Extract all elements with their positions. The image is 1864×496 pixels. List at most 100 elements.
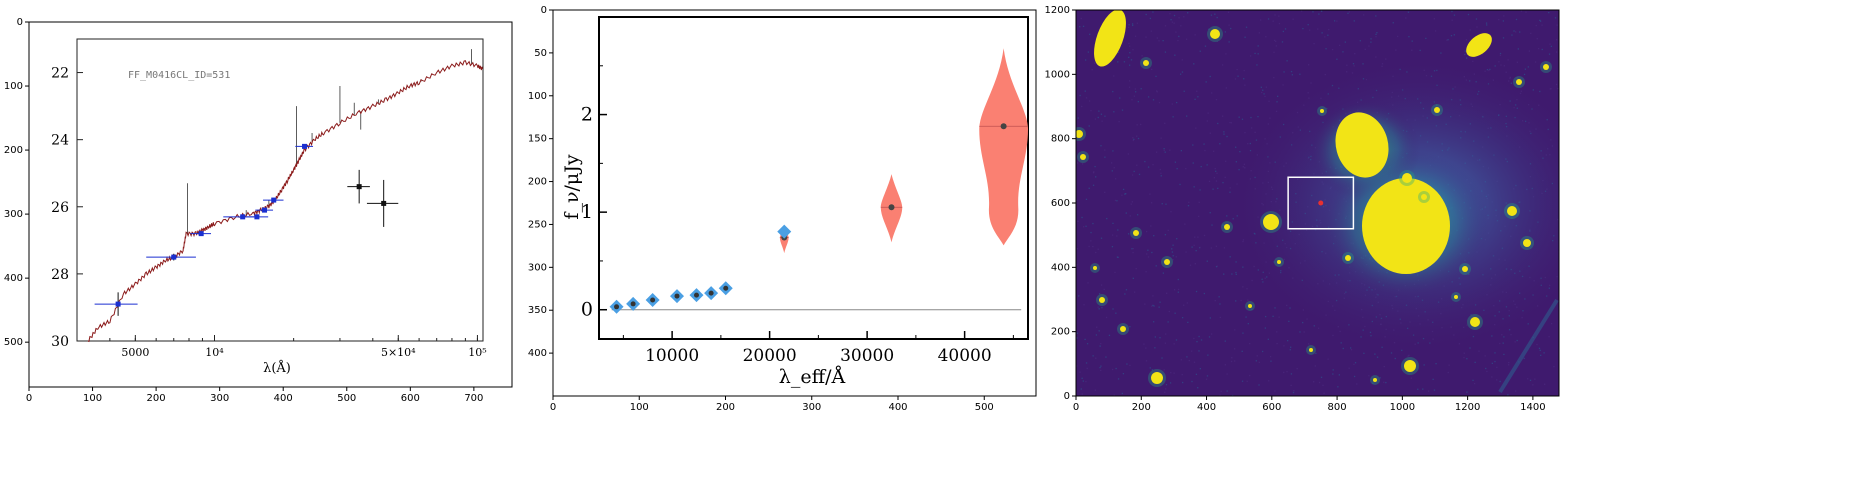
noise-pixel xyxy=(1206,164,1208,166)
noise-pixel xyxy=(1275,40,1277,42)
right-panel: 0 200 400 600 800 1000 1200 1400 0 200 400 600 800 1… xyxy=(1045,5,1560,413)
source-core xyxy=(1210,29,1220,39)
noise-pixel xyxy=(1322,384,1324,387)
right-y-tick-label: 0 xyxy=(1064,391,1070,402)
noise-pixel xyxy=(1116,235,1118,237)
noise-pixel xyxy=(1159,301,1161,303)
noise-pixel xyxy=(1177,278,1179,281)
noise-pixel xyxy=(1195,250,1197,252)
noise-pixel xyxy=(1114,271,1116,274)
source-core xyxy=(1516,79,1522,85)
noise-pixel xyxy=(1519,31,1521,33)
noise-pixel xyxy=(1180,25,1182,27)
noise-pixel xyxy=(1129,326,1131,328)
noise-pixel xyxy=(1150,225,1152,227)
noise-pixel xyxy=(1076,162,1079,164)
noise-pixel xyxy=(1368,375,1370,377)
noise-pixel xyxy=(1328,28,1330,31)
noise-pixel xyxy=(1088,125,1090,127)
embedded-object-label: FF_M0416CL_ID=531 xyxy=(128,70,230,81)
noise-pixel xyxy=(1128,56,1130,59)
noise-pixel xyxy=(1273,39,1276,42)
noise-pixel xyxy=(1383,381,1385,383)
noise-pixel xyxy=(1275,45,1278,47)
noise-pixel xyxy=(1149,367,1151,369)
observed-diamond xyxy=(645,292,660,307)
noise-pixel xyxy=(1324,36,1326,38)
noise-pixel xyxy=(1496,379,1498,381)
noise-pixel xyxy=(1290,70,1293,73)
noise-pixel xyxy=(1327,34,1329,36)
noise-pixel xyxy=(1321,10,1323,12)
noise-pixel xyxy=(1235,300,1237,302)
noise-pixel xyxy=(1314,365,1316,367)
noise-pixel xyxy=(1173,289,1176,291)
noise-pixel xyxy=(1278,15,1280,17)
noise-pixel xyxy=(1494,352,1496,354)
noise-pixel xyxy=(1284,28,1287,30)
noise-pixel xyxy=(1079,26,1081,28)
noise-pixel xyxy=(1162,272,1165,274)
noise-pixel xyxy=(1242,332,1244,334)
noise-pixel xyxy=(1308,343,1310,345)
noise-pixel xyxy=(1164,122,1166,124)
noise-pixel xyxy=(1128,80,1131,82)
noise-pixel xyxy=(1451,10,1453,13)
noise-pixel xyxy=(1257,115,1259,118)
noise-pixel xyxy=(1211,224,1213,226)
noise-pixel xyxy=(1227,11,1230,13)
noise-pixel xyxy=(1245,316,1247,318)
inner-y-tick-label: 1 xyxy=(581,201,593,223)
noise-pixel xyxy=(1407,11,1410,13)
noise-pixel xyxy=(1198,215,1200,218)
noise-pixel xyxy=(1465,39,1468,41)
noise-pixel xyxy=(1172,116,1174,118)
noise-pixel xyxy=(1132,24,1134,27)
noise-pixel xyxy=(1100,113,1103,115)
middle-y-tick-label: 250 xyxy=(528,219,547,230)
noise-pixel xyxy=(1453,34,1455,36)
noise-pixel xyxy=(1229,256,1231,258)
noise-pixel xyxy=(1313,381,1315,383)
source-core xyxy=(1309,348,1313,352)
noise-pixel xyxy=(1208,180,1211,183)
photometry-point xyxy=(263,197,284,203)
noise-pixel xyxy=(1185,115,1188,117)
noise-pixel xyxy=(1302,27,1304,30)
noise-pixel xyxy=(1137,137,1140,140)
noise-pixel xyxy=(1136,164,1138,166)
noise-pixel xyxy=(1231,273,1233,275)
noise-pixel xyxy=(1134,35,1137,37)
inner-y-tick-label: 0 xyxy=(581,299,593,321)
noise-pixel xyxy=(1485,22,1488,24)
model-dot xyxy=(674,293,680,299)
noise-pixel xyxy=(1152,304,1154,307)
noise-pixel xyxy=(1081,105,1083,108)
middle-x-tick-label: 300 xyxy=(802,402,821,413)
middle-y-ticks: 0 50 100 150 200 250 300 350 400 xyxy=(528,5,553,359)
noise-pixel xyxy=(1446,39,1448,41)
embedded-x-axis-label: λ(Å) xyxy=(263,360,291,376)
noise-pixel xyxy=(1550,45,1553,48)
source-core xyxy=(1143,60,1149,66)
noise-pixel xyxy=(1548,11,1550,14)
noise-pixel xyxy=(1099,345,1101,347)
inner-y-ticks: 0 1 2 xyxy=(581,65,607,321)
noise-pixel xyxy=(1296,367,1298,370)
source-core xyxy=(1164,259,1170,265)
noise-pixel xyxy=(1128,86,1131,88)
left-x-ticks: 0 100 200 300 400 500 600 700 xyxy=(26,387,483,404)
noise-pixel xyxy=(1534,378,1536,380)
noise-pixel xyxy=(1499,342,1501,345)
noise-pixel xyxy=(1217,187,1219,190)
noise-pixel xyxy=(1077,220,1079,222)
noise-pixel xyxy=(1507,59,1509,61)
noise-pixel xyxy=(1219,316,1221,319)
point-sources xyxy=(1076,26,1552,387)
noise-pixel xyxy=(1122,372,1125,375)
embedded-x-tick-label: 10⁵ xyxy=(468,346,486,359)
noise-pixel xyxy=(1183,16,1185,18)
noise-pixel xyxy=(1197,96,1199,98)
noise-pixel xyxy=(1086,367,1088,370)
right-y-tick-label: 600 xyxy=(1051,198,1070,209)
